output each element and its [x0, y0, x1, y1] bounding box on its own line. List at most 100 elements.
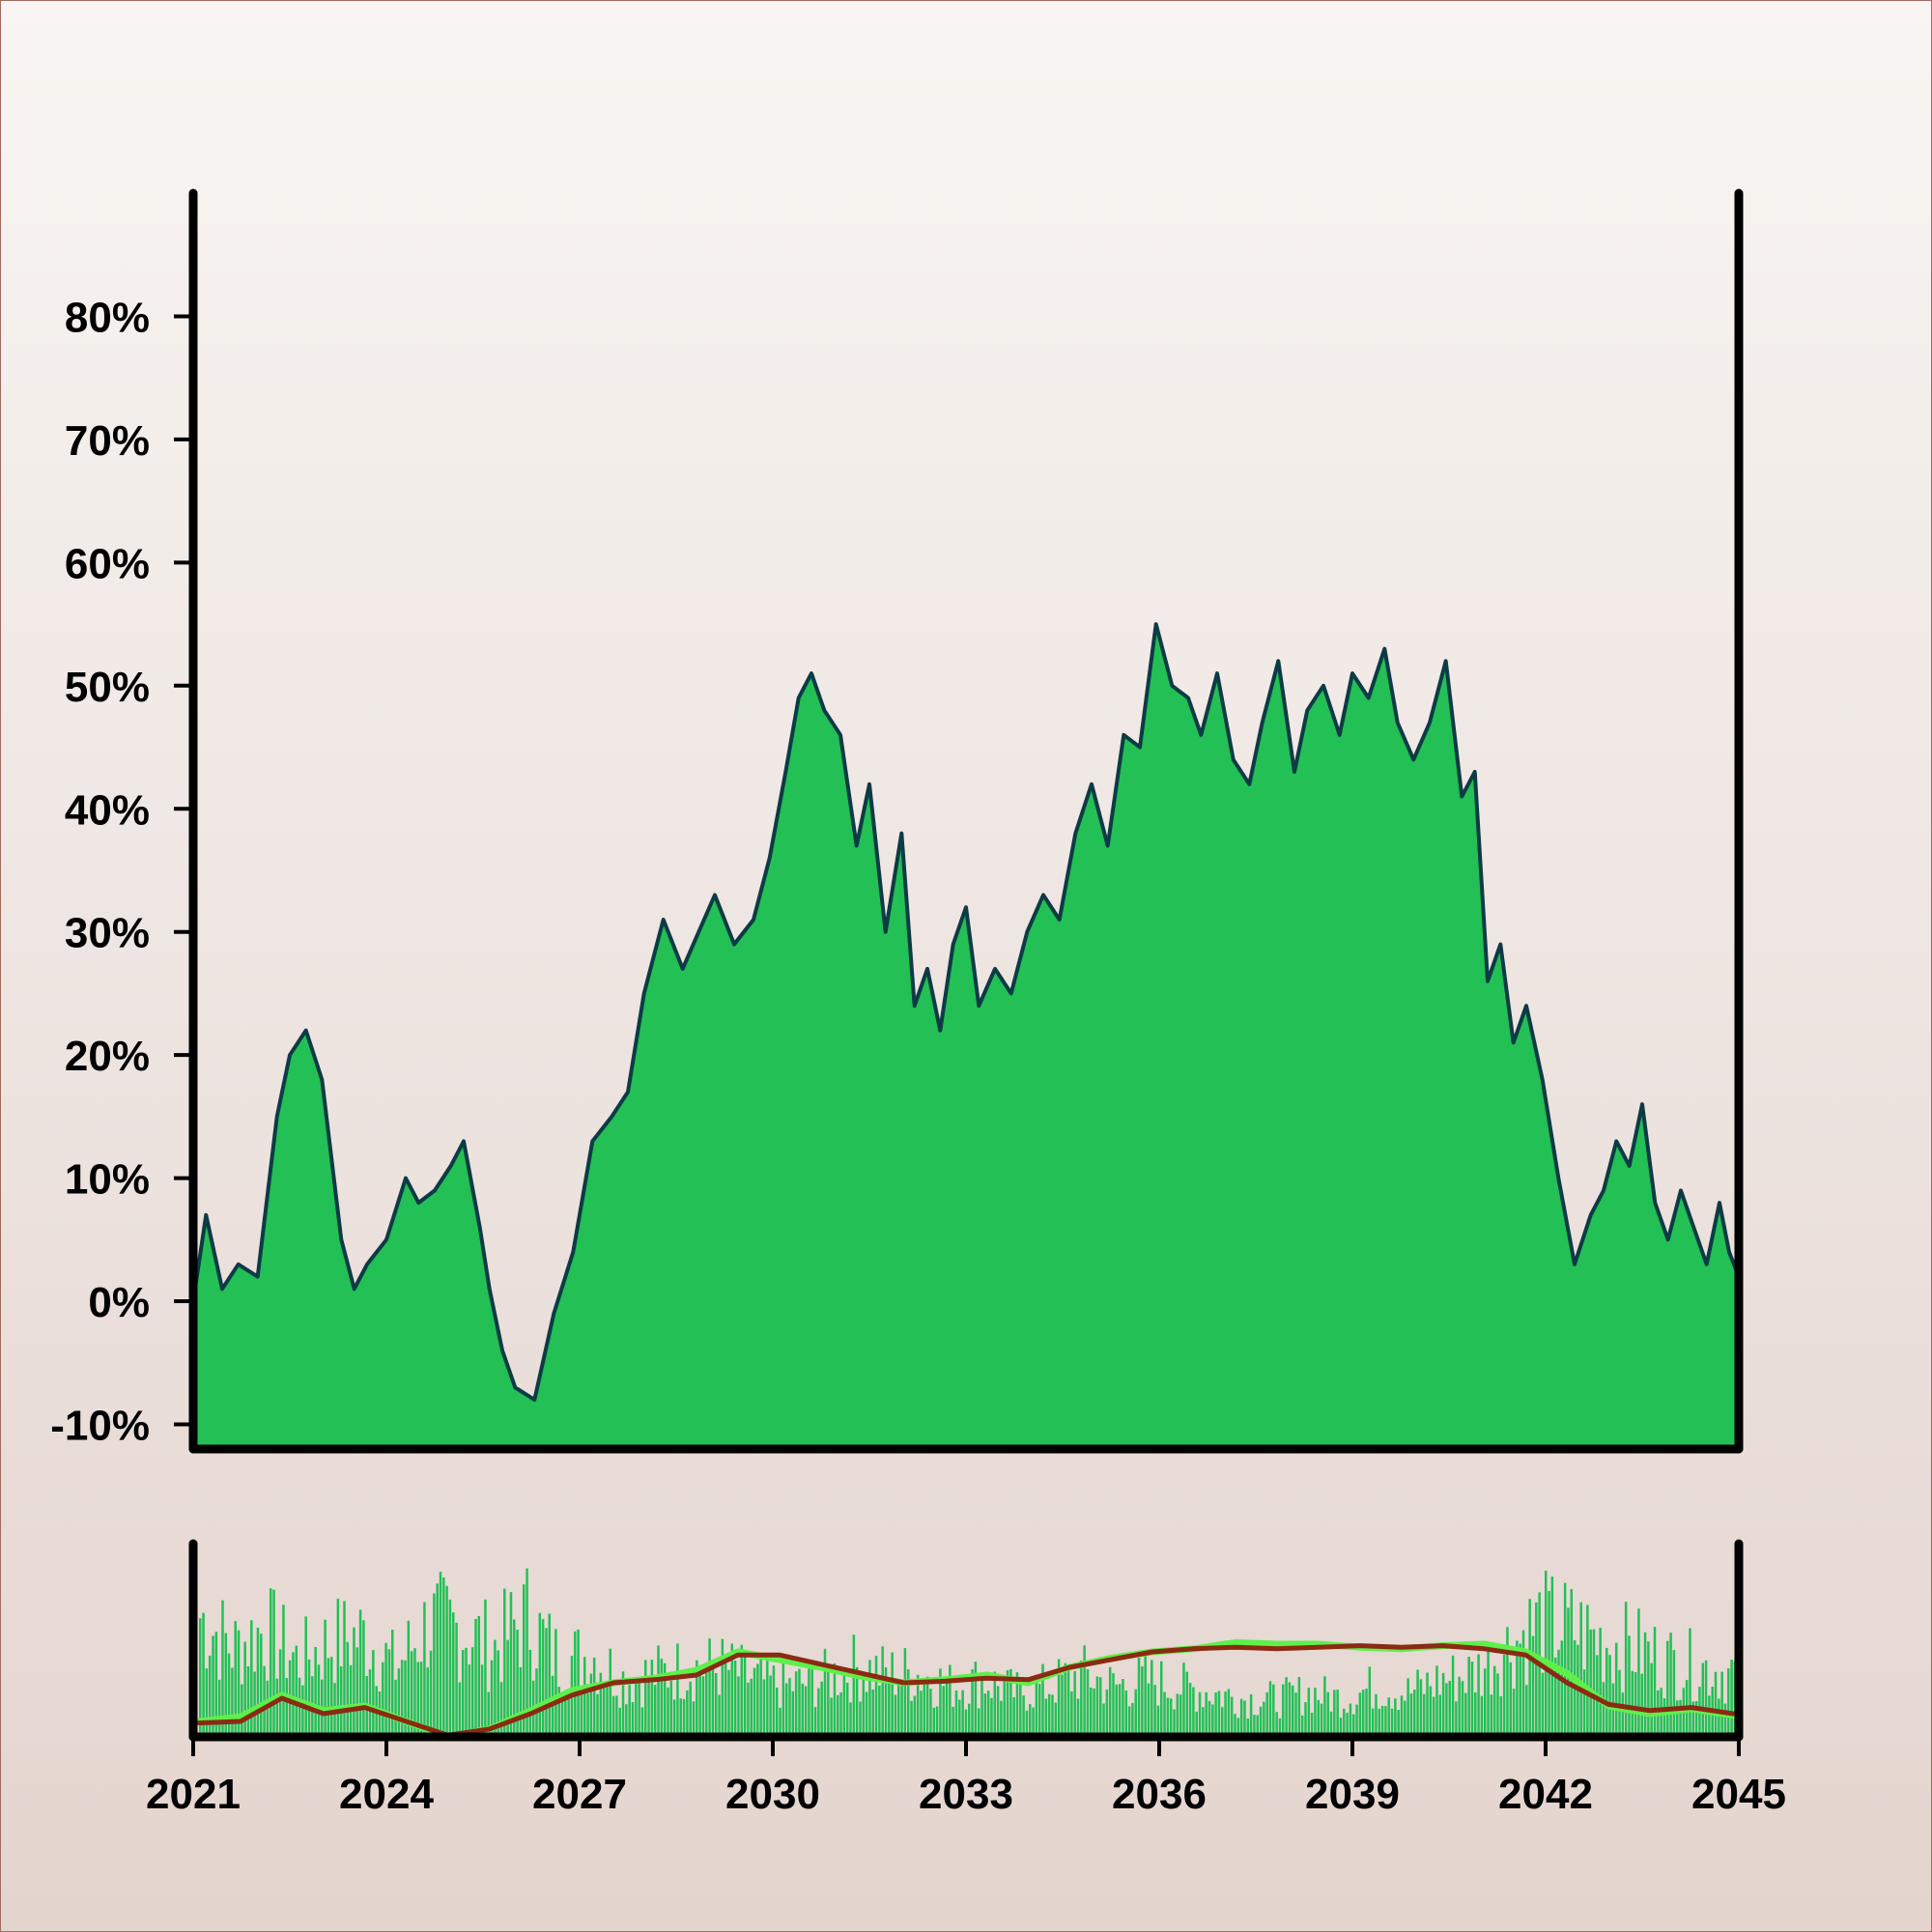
- volume-bar: [733, 1661, 737, 1737]
- volume-bar: [1378, 1708, 1381, 1737]
- volume-bar: [1653, 1627, 1657, 1737]
- volume-bar: [1490, 1694, 1493, 1737]
- volume-bar: [243, 1641, 246, 1737]
- volume-bar: [669, 1680, 673, 1737]
- volume-bar: [990, 1697, 993, 1737]
- volume-bar: [910, 1700, 913, 1737]
- volume-bar: [1314, 1688, 1317, 1737]
- volume-bar: [1480, 1695, 1484, 1737]
- volume-bar: [878, 1685, 881, 1737]
- volume-bar: [1144, 1656, 1147, 1737]
- volume-bar: [1720, 1671, 1723, 1737]
- volume-bar: [1137, 1658, 1141, 1737]
- volume-bar: [470, 1647, 474, 1737]
- volume-bar: [1608, 1655, 1611, 1737]
- volume-bar: [1073, 1671, 1076, 1737]
- volume-bar: [611, 1695, 615, 1737]
- volume-bar: [942, 1686, 945, 1737]
- x-tick-label: 2039: [1305, 1771, 1400, 1818]
- volume-bar: [647, 1678, 650, 1737]
- volume-bar: [506, 1639, 509, 1737]
- volume-bar: [971, 1669, 974, 1737]
- volume-bar: [781, 1660, 785, 1737]
- volume-bar: [1650, 1662, 1653, 1737]
- volume-bar: [1080, 1660, 1083, 1737]
- volume-bar: [1015, 1672, 1019, 1737]
- y-tick-label: 30%: [65, 910, 150, 957]
- volume-bar: [256, 1628, 260, 1737]
- volume-bar: [1545, 1571, 1548, 1737]
- volume-bar: [1605, 1647, 1608, 1737]
- volume-bar: [269, 1588, 272, 1737]
- volume-bar: [1272, 1684, 1275, 1737]
- volume-bar: [387, 1649, 391, 1737]
- main-price-panel: -10% 0% 10% 20% 30% 40% 50% 60% 70% 80%: [50, 188, 1744, 1454]
- volume-bar: [407, 1620, 411, 1737]
- volume-bar: [650, 1660, 654, 1737]
- volume-bar: [509, 1592, 513, 1737]
- volume-bar: [1297, 1677, 1301, 1737]
- volume-bar: [1127, 1706, 1131, 1737]
- volume-bar: [1477, 1654, 1480, 1737]
- volume-bar: [391, 1630, 394, 1737]
- volume-bar: [382, 1662, 384, 1737]
- volume-bar: [1076, 1698, 1080, 1737]
- x-tick-label: 2021: [146, 1771, 241, 1818]
- volume-bar: [1134, 1689, 1137, 1737]
- volume-bar: [1429, 1686, 1433, 1737]
- volume-bar: [583, 1657, 586, 1737]
- volume-bar: [1679, 1699, 1682, 1737]
- volume-bar: [1086, 1669, 1090, 1737]
- volume-bar: [1458, 1676, 1461, 1737]
- volume-bar: [1151, 1660, 1153, 1737]
- volume-bar: [1022, 1695, 1025, 1737]
- x-tick-label: 2042: [1498, 1771, 1593, 1818]
- volume-bar: [750, 1678, 753, 1737]
- volume-bar: [954, 1690, 958, 1737]
- volume-bar: [615, 1695, 618, 1737]
- volume-bar: [1009, 1668, 1012, 1737]
- volume-bar: [404, 1660, 407, 1737]
- volume-bar: [1448, 1681, 1451, 1737]
- volume-bar: [1202, 1707, 1205, 1737]
- volume-bar: [1029, 1704, 1032, 1737]
- volume-bar: [1455, 1701, 1458, 1737]
- volume-bar: [692, 1701, 696, 1737]
- volume-bar: [945, 1682, 949, 1737]
- y-tick-label: 20%: [65, 1033, 150, 1080]
- volume-bar: [961, 1690, 964, 1737]
- volume-bar: [1349, 1703, 1352, 1737]
- volume-bar: [567, 1697, 570, 1737]
- volume-bar: [205, 1668, 209, 1737]
- volume-bar: [894, 1694, 897, 1737]
- volume-bar: [474, 1619, 477, 1737]
- volume-bar: [1173, 1709, 1176, 1737]
- volume-bar: [714, 1673, 718, 1737]
- volume-bar: [253, 1671, 256, 1737]
- volume-bar: [574, 1631, 577, 1737]
- volume-bar: [1647, 1641, 1650, 1737]
- volume-bar: [1483, 1668, 1487, 1737]
- volume-bar: [1278, 1718, 1282, 1737]
- volume-bar: [458, 1682, 462, 1737]
- volume-bar: [1628, 1635, 1631, 1737]
- volume-bar: [1246, 1719, 1250, 1737]
- volume-bar: [903, 1648, 907, 1737]
- volume-bar: [845, 1682, 849, 1737]
- volume-bar: [1294, 1692, 1297, 1737]
- volume-bar: [487, 1691, 490, 1737]
- volume-bar: [1413, 1690, 1416, 1737]
- volume-bar: [416, 1662, 420, 1737]
- volume-bar: [1211, 1704, 1214, 1737]
- volume-bar: [1047, 1693, 1051, 1737]
- volume-bar: [372, 1650, 375, 1737]
- volume-bar: [368, 1669, 372, 1737]
- volume-bar: [830, 1697, 833, 1737]
- volume-bar: [1419, 1679, 1423, 1737]
- volume-bar: [708, 1638, 711, 1737]
- volume-bar: [609, 1648, 612, 1737]
- volume-bar: [477, 1615, 481, 1737]
- volume-bar: [564, 1692, 567, 1737]
- volume-bar: [397, 1668, 401, 1737]
